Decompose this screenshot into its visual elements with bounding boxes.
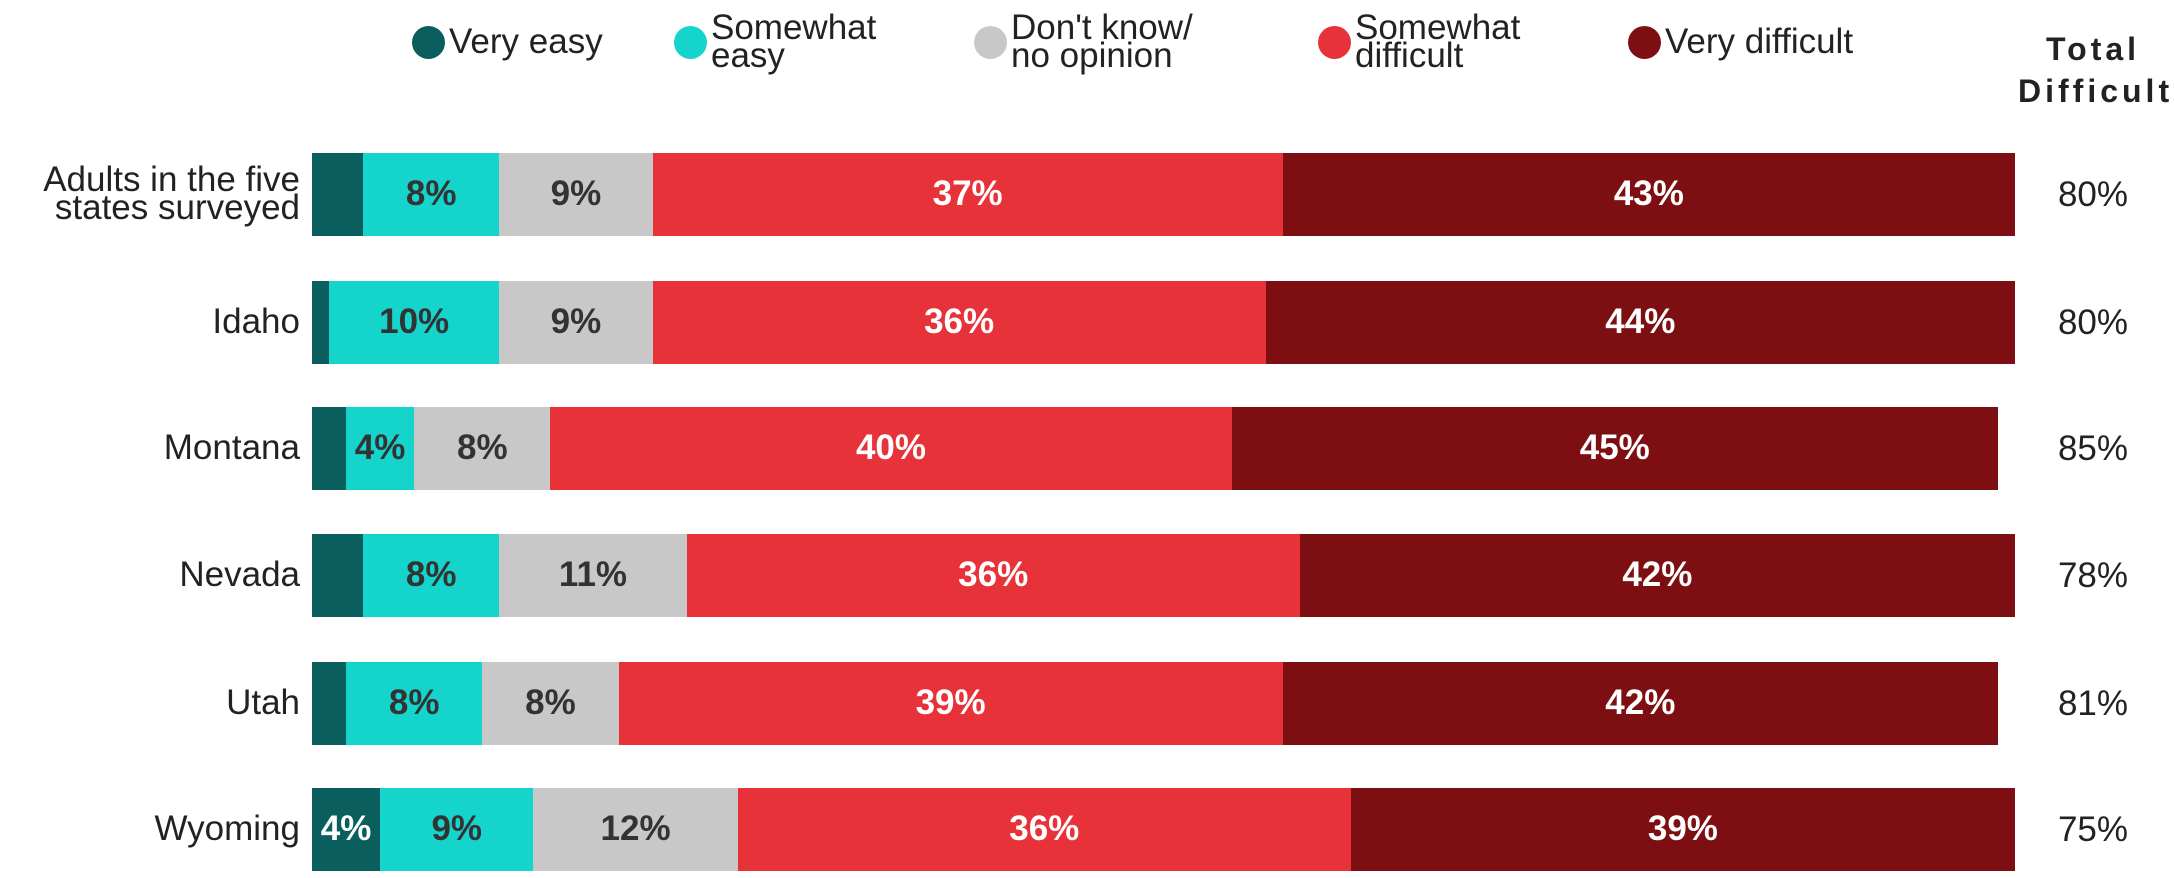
legend-swatch	[1318, 25, 1351, 59]
bar-segment: 9%	[499, 152, 653, 236]
bar-segment	[312, 152, 364, 236]
legend-swatch	[412, 25, 445, 59]
category-label: Idaho	[212, 302, 300, 341]
totals-header: Total Difficult	[2018, 31, 2174, 109]
bar-segment: 39%	[1350, 787, 2015, 871]
data-label: 39%	[915, 683, 986, 722]
data-label: 36%	[1009, 809, 1080, 848]
bar-segment: 36%	[686, 533, 1300, 617]
legend-item: Very difficult	[1628, 12, 1865, 72]
bar-segment: 11%	[499, 533, 687, 617]
bar-segment	[312, 406, 347, 490]
data-label: 42%	[1622, 555, 1693, 594]
legend-swatch	[974, 25, 1007, 59]
data-label: 10%	[379, 302, 450, 341]
data-label: 39%	[1647, 809, 1718, 848]
bar-segment: 43%	[1282, 152, 2015, 236]
legend-label: Don't know/ no opinion	[1011, 8, 1193, 75]
bar-segment: 8%	[363, 152, 500, 236]
bar-segment: 42%	[1299, 533, 2015, 617]
bar-segment: 9%	[380, 787, 534, 871]
data-label: 4%	[320, 809, 372, 848]
data-label: 9%	[550, 302, 602, 341]
total-value: 78%	[2057, 555, 2129, 595]
bar-segment: 40%	[550, 406, 1232, 490]
legend-swatch	[1628, 25, 1661, 59]
data-label: 8%	[405, 174, 457, 213]
data-label: 8%	[388, 683, 440, 722]
data-label: 8%	[405, 555, 457, 594]
legend-item: Don't know/ no opinion	[974, 8, 1211, 75]
data-label: 36%	[958, 555, 1029, 594]
bar-segment: 10%	[329, 280, 500, 364]
legend-item: Somewhat easy	[674, 8, 911, 75]
legend-label: Very easy	[449, 22, 603, 61]
bar-segment: 8%	[363, 533, 500, 617]
category-label: Montana	[163, 428, 300, 467]
data-label: 43%	[1613, 174, 1684, 213]
category-label: Utah	[226, 683, 300, 722]
bar-segment	[312, 661, 347, 745]
bar-segment: 12%	[533, 787, 738, 871]
legend-item: Very easy	[412, 12, 649, 72]
legend-swatch	[674, 25, 707, 59]
data-label: 9%	[431, 809, 483, 848]
legend-label: Somewhat difficult	[1355, 8, 1521, 75]
data-label: 44%	[1605, 302, 1676, 341]
bar-segment: 8%	[414, 406, 551, 490]
data-label: 8%	[525, 683, 576, 722]
data-label: 42%	[1605, 683, 1676, 722]
bar-segment: 4%	[346, 406, 415, 490]
data-label: 4%	[354, 428, 406, 467]
legend-label: Somewhat easy	[711, 8, 877, 75]
bar-segment: 8%	[346, 661, 483, 745]
total-value: 85%	[2057, 428, 2129, 468]
legend-item: Somewhat difficult	[1318, 8, 1555, 75]
total-value: 80%	[2057, 302, 2129, 342]
bar-segment: 4%	[312, 787, 381, 871]
data-label: 8%	[456, 428, 508, 467]
bar-segment: 8%	[482, 661, 619, 745]
bar-segment: 36%	[652, 280, 1266, 364]
data-label: 9%	[550, 174, 602, 213]
data-label: 40%	[855, 428, 927, 467]
bar-segment	[312, 533, 364, 617]
bar-segment: 44%	[1265, 280, 2015, 364]
bar-segment: 39%	[618, 661, 1283, 745]
category-label: Adults in the five states surveyed	[43, 160, 300, 227]
data-label: 11%	[558, 555, 628, 594]
data-label: 36%	[924, 302, 995, 341]
bar-segment	[312, 280, 330, 364]
bar-segment: 42%	[1282, 661, 1998, 745]
data-label: 12%	[600, 809, 671, 848]
total-value: 81%	[2057, 683, 2129, 723]
bar-segment: 36%	[737, 787, 1351, 871]
bar-segment: 9%	[499, 280, 653, 364]
total-value: 80%	[2057, 174, 2129, 214]
category-label: Nevada	[179, 555, 300, 594]
legend-label: Very difficult	[1665, 22, 1854, 61]
bar-segment: 37%	[652, 152, 1283, 236]
data-label: 37%	[932, 174, 1003, 213]
category-label: Wyoming	[154, 809, 300, 848]
bar-segment: 45%	[1231, 406, 1998, 490]
data-label: 45%	[1579, 428, 1650, 467]
total-value: 75%	[2057, 809, 2129, 849]
